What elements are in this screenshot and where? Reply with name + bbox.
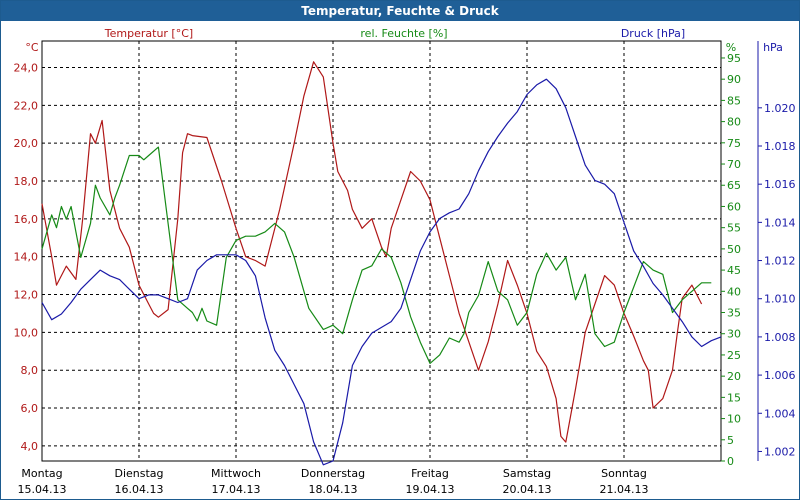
temperature-tick-label: 14,0	[14, 251, 39, 264]
x-tick-date-label: 15.04.13	[18, 483, 67, 496]
x-tick-date-label: 17.04.13	[212, 483, 261, 496]
x-tick-date-label: 18.04.13	[309, 483, 358, 496]
chart-canvas: °C % hPa Temperatur [°C] rel. Feuchte [%…	[14, 27, 796, 496]
temperature-tick-label: 4,0	[21, 440, 39, 453]
humidity-tick-label: 20	[727, 370, 741, 383]
humidity-tick-label: 50	[727, 243, 741, 256]
plot-area	[41, 40, 722, 462]
x-tick-day-label: Mittwoch	[211, 467, 261, 480]
humidity-tick-label: 75	[727, 137, 741, 150]
humidity-tick-label: 25	[727, 349, 741, 362]
grid	[42, 41, 762, 462]
series-lines	[41, 61, 722, 466]
x-tick-date-label: 21.04.13	[600, 483, 649, 496]
temperature-series-line	[41, 61, 703, 443]
temperature-tick-label: 24,0	[14, 61, 39, 74]
temperature-unit-label: °C	[25, 41, 39, 54]
x-tick-date-label: 19.04.13	[406, 483, 455, 496]
humidity-tick-label: 95	[727, 52, 741, 65]
pressure-tick-label: 1.014	[764, 216, 796, 229]
pressure-axis-label: Druck [hPa]	[621, 27, 685, 40]
pressure-unit-label: hPa	[763, 41, 783, 54]
humidity-tick-label: 10	[727, 413, 741, 426]
pressure-tick-label: 1.008	[764, 331, 796, 344]
temperature-tick-label: 16,0	[14, 213, 39, 226]
x-tick-day-label: Samstag	[503, 467, 551, 480]
temperature-tick-label: 20,0	[14, 137, 39, 150]
humidity-tick-label: 65	[727, 179, 741, 192]
humidity-tick-label: 45	[727, 264, 741, 277]
temperature-tick-label: 6,0	[21, 402, 39, 415]
pressure-tick-label: 1.018	[764, 140, 796, 153]
pressure-series-line	[41, 78, 722, 466]
temperature-tick-label: 10,0	[14, 326, 39, 339]
humidity-tick-label: 15	[727, 391, 741, 404]
pressure-tick-label: 1.010	[764, 293, 796, 306]
x-tick-day-label: Montag	[21, 467, 62, 480]
tick-labels: 4,0 6,0 8,0 10,0 12,0 14,0 16,0 18,0 20,0 22,0 24,…	[14, 52, 796, 496]
temperature-tick-label: 8,0	[21, 364, 39, 377]
pressure-tick-label: 1.004	[764, 407, 796, 420]
x-tick-day-label: Freitag	[411, 467, 449, 480]
humidity-tick-label: 55	[727, 222, 741, 235]
temperature-tick-label: 18,0	[14, 175, 39, 188]
pressure-tick-label: 1.006	[764, 369, 796, 382]
humidity-tick-label: 60	[727, 200, 741, 213]
humidity-unit-label: %	[726, 41, 736, 54]
temperature-axis-label: Temperatur [°C]	[104, 27, 193, 40]
humidity-tick-label: 35	[727, 307, 741, 320]
humidity-tick-label: 5	[727, 434, 734, 447]
temperature-tick-label: 12,0	[14, 289, 39, 302]
x-tick-date-label: 20.04.13	[503, 483, 552, 496]
humidity-tick-label: 90	[727, 73, 741, 86]
chart-title: Temperatur, Feuchte & Druck	[1, 1, 799, 21]
humidity-tick-label: 30	[727, 328, 741, 341]
x-tick-date-label: 16.04.13	[115, 483, 164, 496]
pressure-tick-label: 1.016	[764, 178, 796, 191]
humidity-tick-label: 0	[727, 455, 734, 468]
humidity-tick-label: 85	[727, 94, 741, 107]
pressure-tick-label: 1.002	[764, 445, 796, 458]
x-tick-day-label: Dienstag	[114, 467, 163, 480]
humidity-series-line	[41, 146, 712, 364]
humidity-tick-label: 70	[727, 158, 741, 171]
humidity-tick-label: 80	[727, 116, 741, 129]
humidity-axis-label: rel. Feuchte [%]	[360, 27, 447, 40]
temperature-tick-label: 22,0	[14, 99, 39, 112]
x-tick-day-label: Donnerstag	[301, 467, 365, 480]
pressure-tick-label: 1.012	[764, 255, 796, 268]
x-tick-day-label: Sonntag	[601, 467, 647, 480]
pressure-tick-label: 1.020	[764, 102, 796, 115]
humidity-tick-label: 40	[727, 285, 741, 298]
